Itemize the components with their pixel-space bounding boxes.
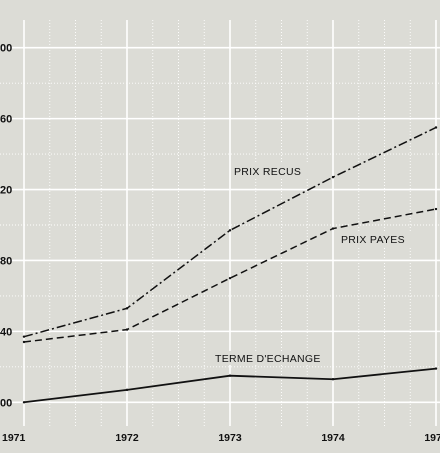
data-point-1-2 bbox=[228, 276, 232, 280]
data-point-0-4 bbox=[434, 126, 438, 129]
series-label-0: PRIX RECUS bbox=[234, 166, 301, 178]
series-label-1: PRIX PAYES bbox=[341, 234, 405, 246]
series-label-bg-1 bbox=[338, 232, 416, 246]
y-tick-label: 20 bbox=[0, 185, 12, 197]
series-line-1 bbox=[23, 208, 437, 343]
series-label-bg-2 bbox=[212, 351, 326, 365]
data-point-0-3 bbox=[331, 175, 335, 179]
tick-labels: 1971 1972 1973 1974 1975 00 40 80 20 60 00 bbox=[0, 43, 440, 444]
grid bbox=[0, 20, 440, 426]
series-label-2: TERME D'ECHANGE bbox=[215, 353, 321, 365]
y-tick-label: 40 bbox=[0, 326, 12, 338]
x-tick-label: 1974 bbox=[321, 432, 345, 444]
x-tick-label: 1972 bbox=[115, 432, 139, 444]
series-labels: PRIX RECUS PRIX PAYES TERME D'ECHANGE bbox=[212, 164, 416, 365]
series-lines bbox=[22, 126, 438, 404]
data-point-0-2 bbox=[228, 229, 232, 232]
data-point-2-0 bbox=[22, 401, 26, 404]
data-point-2-3 bbox=[331, 378, 335, 381]
y-tick-label: 00 bbox=[0, 397, 12, 409]
x-tick-label: 1973 bbox=[218, 432, 242, 444]
data-point-2-4 bbox=[434, 367, 438, 370]
x-tick-label: 1975 bbox=[424, 432, 440, 444]
data-point-0-1 bbox=[125, 307, 129, 310]
data-point-1-3 bbox=[331, 227, 335, 230]
x-tick-label: 1971 bbox=[2, 432, 26, 444]
data-point-1-4 bbox=[434, 207, 438, 211]
y-tick-label: 80 bbox=[0, 255, 12, 267]
series-line-0 bbox=[23, 126, 437, 338]
data-point-2-2 bbox=[228, 374, 232, 377]
y-tick-label: 60 bbox=[0, 114, 12, 126]
data-point-1-1 bbox=[125, 328, 129, 331]
data-point-0-0 bbox=[22, 335, 26, 338]
data-point-1-0 bbox=[22, 340, 26, 344]
y-tick-label: 00 bbox=[0, 43, 12, 55]
series-label-bg-0 bbox=[231, 164, 309, 178]
data-point-2-1 bbox=[125, 388, 129, 392]
